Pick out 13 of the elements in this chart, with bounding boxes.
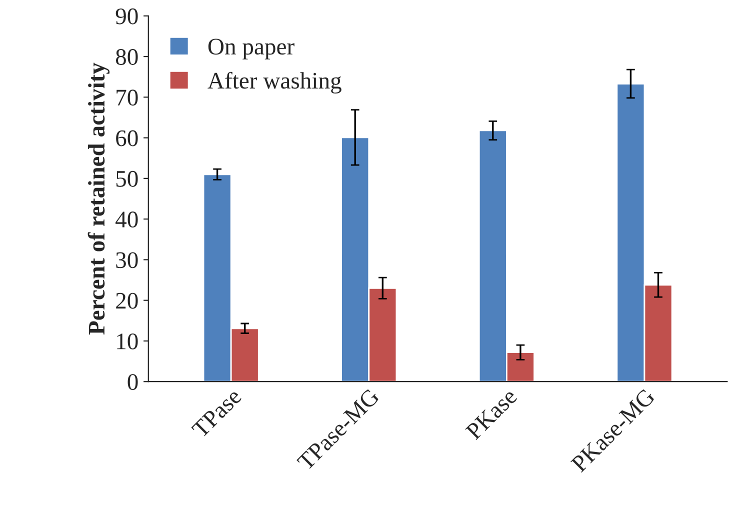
legend-label: After washing — [208, 72, 342, 94]
y-tick-label: 70 — [116, 90, 138, 106]
legend-label: On paper — [208, 38, 294, 60]
y-axis-title: Percent of retained activity — [88, 62, 110, 335]
y-tick-label: 50 — [116, 170, 138, 187]
y-tick-label: 60 — [116, 130, 138, 146]
y-tick-label: 90 — [116, 8, 138, 24]
y-tick-label: 30 — [116, 252, 138, 268]
y-tick-label: 80 — [116, 49, 138, 65]
y-tick-label: 20 — [116, 292, 138, 309]
y-tick-label: 0 — [128, 374, 138, 390]
y-tick-label: 40 — [116, 212, 138, 228]
y-tick-label: 10 — [117, 333, 138, 350]
